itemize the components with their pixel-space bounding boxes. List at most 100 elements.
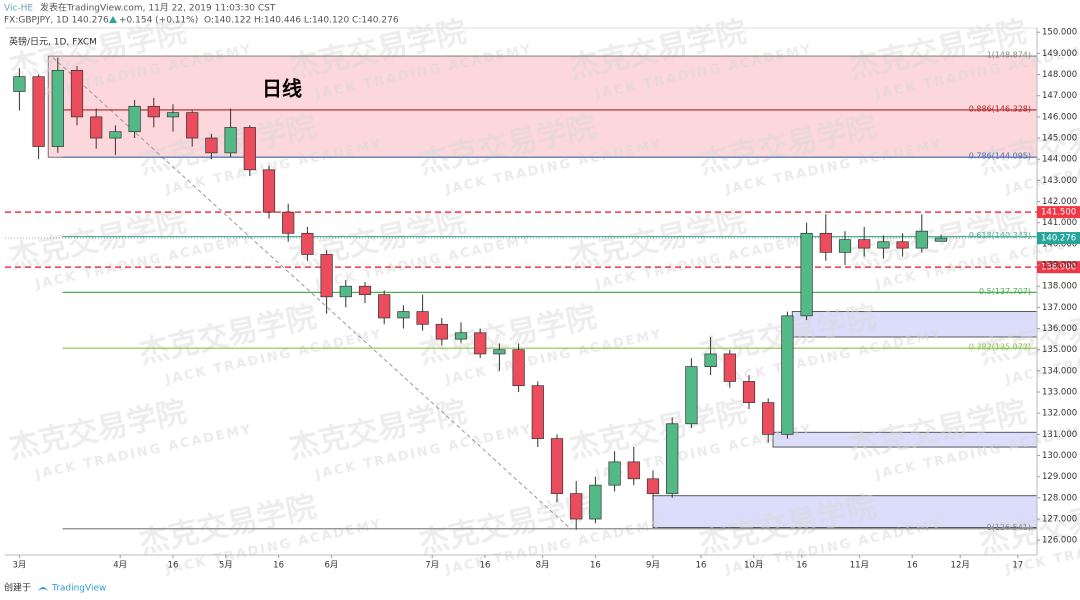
y-tick-label: 138.000 <box>1042 282 1077 292</box>
author: Vic-HE <box>4 4 33 14</box>
candle-body <box>570 493 583 520</box>
y-tick-label: 126.000 <box>1042 536 1077 546</box>
y-tick-label: 129.000 <box>1042 472 1077 482</box>
candle-body <box>243 127 256 171</box>
fib-label: 0.786(144.095) <box>969 152 1031 161</box>
candle-body <box>531 385 544 439</box>
trendline <box>52 57 572 530</box>
x-tick-label: 17 <box>1012 561 1023 571</box>
symbol: FX:GBPJPY, 1D 140.276 <box>4 16 109 26</box>
x-tick-label: 6月 <box>324 561 338 571</box>
price-tag <box>1037 206 1080 219</box>
candle-body <box>474 332 487 355</box>
candle-body <box>32 76 45 147</box>
x-tick-label: 16 <box>273 561 284 571</box>
candle-body <box>454 332 468 340</box>
candle-body <box>416 311 429 325</box>
candle-body <box>358 285 372 296</box>
y-tick-label: 130.000 <box>1042 451 1077 461</box>
candle-body <box>877 241 890 249</box>
candle-body <box>320 254 333 298</box>
candle-body <box>896 241 909 249</box>
up-arrow <box>109 16 117 23</box>
fib-label: 0(126.541) <box>987 523 1031 532</box>
fib-label: 0.618(140.343) <box>969 231 1031 240</box>
candle-body <box>742 381 756 403</box>
y-tick-label: 146.000 <box>1042 112 1077 122</box>
footer-created: 创建于 <box>4 582 31 594</box>
candle-body <box>646 478 660 494</box>
candle-body <box>512 349 525 387</box>
x-tick-label: 16 <box>796 561 807 571</box>
candle-body <box>224 127 237 154</box>
annotation: 日线 <box>262 77 302 101</box>
y-tick-label: 145.000 <box>1042 134 1077 144</box>
y-tick-label: 128.000 <box>1042 493 1077 503</box>
candle-body <box>435 323 448 340</box>
x-tick-label: 5月 <box>219 561 233 571</box>
x-tick-label: 16 <box>590 561 601 571</box>
y-tick-label: 149.000 <box>1042 49 1077 59</box>
brand-logo <box>38 587 48 591</box>
y-tick-label: 127.000 <box>1042 515 1077 525</box>
candle-body <box>666 423 679 494</box>
y-tick-label: 148.000 <box>1042 70 1077 80</box>
footer-brand[interactable]: TradingView <box>51 584 106 594</box>
candle-body <box>685 366 698 425</box>
candle-body <box>166 112 180 118</box>
y-tick-label: 132.000 <box>1042 409 1077 419</box>
x-tick-label: 4月 <box>113 561 127 571</box>
candle-body <box>627 461 640 480</box>
y-tick-label: 150.000 <box>1042 28 1077 38</box>
x-tick-label: 16 <box>168 561 179 571</box>
candle-body <box>397 311 410 319</box>
candle-body <box>339 285 352 298</box>
y-tick-label: 139.000 <box>1042 261 1077 271</box>
y-tick-label: 142.000 <box>1042 197 1077 207</box>
candle-body <box>282 211 295 234</box>
candle-body <box>186 112 199 139</box>
published: 发表在TradingView.com, 11月 22, 2019 11:03:3… <box>40 2 276 14</box>
fib-label: 0.382(135.072) <box>969 343 1031 352</box>
candle-body <box>858 239 871 249</box>
candle-body <box>819 232 832 253</box>
y-tick-label: 141.000 <box>1042 218 1077 228</box>
candle-body <box>51 69 64 147</box>
candle-body <box>147 105 160 118</box>
fib-label: 0.886(146.328) <box>969 104 1031 113</box>
y-tick-label: 135.000 <box>1042 345 1077 355</box>
candle-body <box>128 105 141 133</box>
x-tick-label: 11月 <box>850 561 869 571</box>
candle-body <box>493 349 506 355</box>
candle-body <box>723 353 736 382</box>
y-tick-label: 147.000 <box>1042 91 1077 101</box>
candle-body <box>608 461 621 486</box>
y-tick-label: 133.000 <box>1042 388 1077 398</box>
x-tick-label: 3月 <box>12 561 26 571</box>
price-tag <box>1037 261 1080 274</box>
x-tick-label: 16 <box>696 561 707 571</box>
y-tick-label: 134.000 <box>1042 366 1077 376</box>
y-tick-label: 140.000 <box>1042 239 1077 249</box>
y-tick-label: 136.000 <box>1042 324 1077 334</box>
y-tick-label: 144.000 <box>1042 155 1077 165</box>
candle-body <box>934 237 948 242</box>
candle-body <box>781 315 794 435</box>
candle-body <box>704 353 717 367</box>
x-tick-label: 12月 <box>951 561 970 571</box>
y-tick-label: 131.000 <box>1042 430 1077 440</box>
candle-body <box>70 69 84 118</box>
price-tag-label: 138.900 <box>1041 263 1076 273</box>
candle-body <box>90 116 103 139</box>
candle-body <box>13 76 26 92</box>
legend-title: 英镑/日元, 1D, FXCM <box>9 36 97 48</box>
change: +0.154 (+0.11%) <box>119 16 198 26</box>
candle-body <box>262 169 276 213</box>
candle-body <box>378 294 391 319</box>
x-tick-label: 7月 <box>425 561 439 571</box>
x-tick-label: 9月 <box>646 561 660 571</box>
candle-body <box>762 402 775 435</box>
candle-body <box>550 438 564 494</box>
fib-label: 1(148.874) <box>987 51 1031 60</box>
